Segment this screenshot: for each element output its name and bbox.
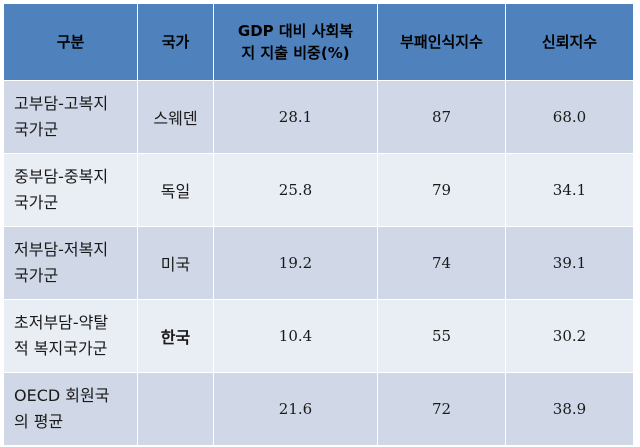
group-line1: 고부담-고복지: [14, 94, 109, 113]
row-gdp: 28.1: [213, 80, 378, 154]
row-trust: 38.9: [505, 372, 634, 446]
row-corruption: 72: [377, 372, 506, 446]
row-corruption: 74: [377, 226, 506, 300]
header-corruption-index: 부패인식지수: [377, 3, 506, 81]
header-gdp-line2: 지 지출 비중(%): [241, 44, 350, 62]
row-gdp: 19.2: [213, 226, 378, 300]
group-line2: 국가군: [14, 266, 59, 285]
row-country: 미국: [137, 226, 214, 300]
header-country: 국가: [137, 3, 214, 81]
group-line1: 중부담-중복지: [14, 167, 109, 186]
row-country: 독일: [137, 153, 214, 227]
row-trust: 30.2: [505, 299, 634, 373]
group-line1: 초저부담-약탈: [14, 313, 109, 332]
row-corruption: 79: [377, 153, 506, 227]
group-line2: 국가군: [14, 193, 59, 212]
group-line1: OECD 회원국: [14, 386, 110, 405]
header-gdp-line1: GDP 대비 사회복: [237, 22, 354, 40]
row-trust: 34.1: [505, 153, 634, 227]
row-trust: 39.1: [505, 226, 634, 300]
row-corruption: 55: [377, 299, 506, 373]
row-gdp: 10.4: [213, 299, 378, 373]
row-trust: 68.0: [505, 80, 634, 154]
group-line2: 의 평균: [14, 412, 64, 431]
row-country: 한국: [137, 299, 214, 373]
row-corruption: 87: [377, 80, 506, 154]
row-country: 스웨덴: [137, 80, 214, 154]
group-line2: 국가군: [14, 120, 59, 139]
row-gdp: 21.6: [213, 372, 378, 446]
group-line1: 저부담-저복지: [14, 240, 109, 259]
group-line2: 적 복지국가군: [14, 339, 108, 358]
header-trust-index: 신뢰지수: [505, 3, 634, 81]
header-category: 구분: [3, 3, 138, 81]
row-country: [137, 372, 214, 446]
row-gdp: 25.8: [213, 153, 378, 227]
